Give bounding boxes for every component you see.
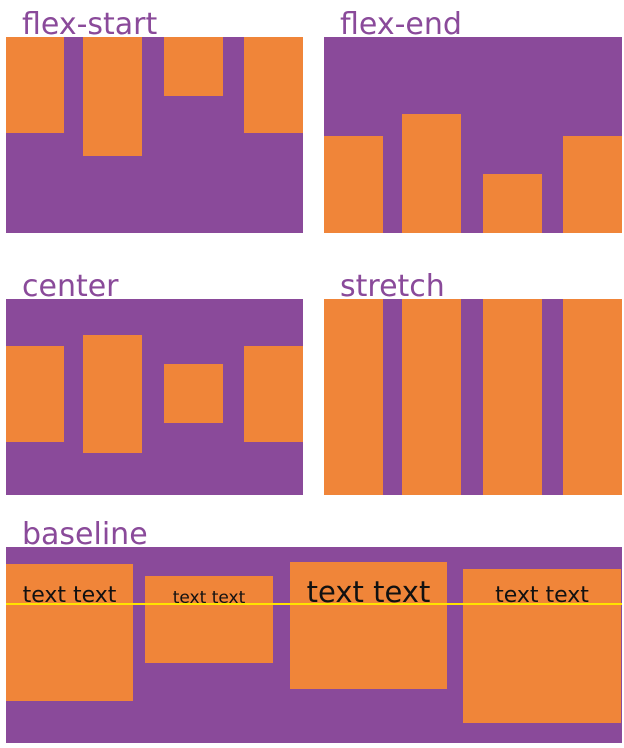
baseline-item-text: text text [172, 588, 246, 608]
flex-item-4 [244, 37, 303, 133]
flex-end-panel [324, 37, 622, 233]
flex-item-3 [483, 174, 542, 233]
center-panel [6, 299, 303, 495]
baseline-label: baseline [22, 517, 148, 552]
stretch-label: stretch [340, 269, 445, 304]
baseline-item-1: text text [6, 564, 133, 701]
flex-item-3 [164, 37, 223, 96]
baseline-item-3: text text [290, 562, 447, 689]
flex-item-1 [6, 346, 64, 442]
flex-item-3 [483, 299, 542, 495]
flex-item-2 [83, 37, 142, 156]
baseline-item-text: text text [495, 583, 589, 608]
baseline-guide-line [6, 603, 622, 605]
flex-item-1 [324, 299, 383, 495]
stretch-panel [324, 299, 622, 495]
flex-start-panel [6, 37, 303, 233]
flex-item-3 [164, 364, 223, 423]
flex-item-4 [563, 299, 622, 495]
flex-start-label: flex-start [22, 7, 158, 42]
center-label: center [22, 269, 119, 304]
flex-item-2 [83, 335, 142, 453]
flex-item-2 [402, 114, 461, 233]
flex-item-4 [244, 346, 303, 442]
flex-item-2 [402, 299, 461, 495]
baseline-item-4: text text [463, 569, 621, 723]
flex-item-1 [6, 37, 64, 133]
flex-item-4 [563, 136, 622, 233]
flex-item-1 [324, 136, 383, 233]
baseline-panel: text text text text text text text text [6, 547, 622, 743]
baseline-item-2: text text [145, 576, 273, 663]
baseline-item-text: text text [22, 583, 117, 608]
flex-end-label: flex-end [340, 7, 462, 42]
